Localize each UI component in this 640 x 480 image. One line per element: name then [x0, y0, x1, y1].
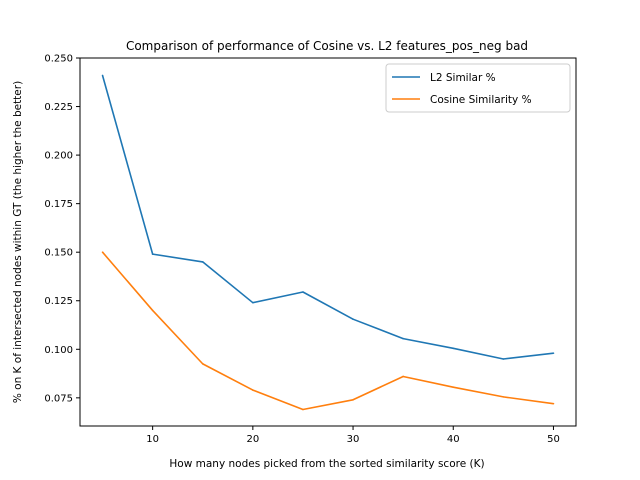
data-point	[552, 352, 555, 354]
legend-box	[385, 63, 571, 113]
y-tick-label: 0.200	[44, 151, 73, 162]
x-tick-label: 20	[246, 434, 259, 445]
y-tick-label: 0.075	[44, 393, 73, 404]
data-point	[201, 261, 204, 263]
y-axis-title: % on K of intersected nodes within GT (t…	[12, 81, 24, 403]
data-point	[552, 402, 555, 405]
data-point	[201, 363, 204, 365]
data-point	[402, 375, 404, 378]
data-point	[352, 318, 354, 320]
y-tick-label: 0.125	[44, 296, 73, 307]
x-axis: 10 20 30 40 50	[146, 426, 560, 445]
data-point	[502, 358, 505, 360]
data-point	[452, 347, 455, 350]
data-point	[452, 386, 455, 388]
data-point	[302, 408, 304, 411]
axes-frame	[79, 57, 577, 427]
y-tick-label: 0.100	[44, 345, 73, 356]
y-tick-label: 0.175	[44, 199, 73, 210]
y-tick-label: 0.250	[44, 54, 73, 65]
data-point	[252, 301, 254, 304]
data-point	[402, 337, 404, 340]
x-axis-title: How many nodes picked from the sorted si…	[169, 458, 484, 470]
x-tick-label: 10	[146, 434, 159, 445]
series-line-2	[101, 251, 554, 411]
legend-label: Cosine Similarity %	[430, 94, 532, 106]
data-point	[101, 251, 104, 253]
x-tick-label: 40	[447, 434, 460, 445]
data-point	[302, 291, 304, 293]
legend: L2 Similar % Cosine Similarity %	[385, 63, 571, 113]
chart-title: Comparison of performance of Cosine vs. …	[126, 39, 528, 53]
x-tick-label: 30	[347, 434, 360, 445]
series-line-1	[101, 75, 554, 360]
data-point	[502, 396, 505, 398]
y-axis: 0.075 0.100 0.125 0.150 0.175 0.200 0.225 0.250	[44, 54, 80, 404]
y-tick-label: 0.225	[44, 102, 73, 113]
plot-area	[101, 74, 555, 411]
legend-label: L2 Similar %	[430, 72, 496, 84]
y-tick-label: 0.150	[44, 248, 73, 259]
data-point	[151, 309, 154, 312]
data-point	[151, 253, 154, 255]
data-point	[101, 74, 104, 77]
data-point	[252, 389, 254, 391]
data-point	[352, 398, 354, 401]
x-tick-label: 50	[547, 434, 560, 445]
